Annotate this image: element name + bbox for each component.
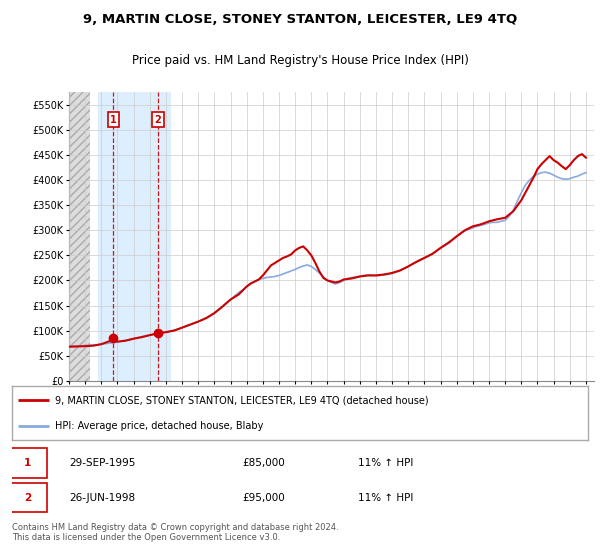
Text: 2: 2 <box>154 115 161 125</box>
Text: 1: 1 <box>110 115 117 125</box>
Text: 9, MARTIN CLOSE, STONEY STANTON, LEICESTER, LE9 4TQ (detached house): 9, MARTIN CLOSE, STONEY STANTON, LEICEST… <box>55 395 429 405</box>
FancyBboxPatch shape <box>9 483 47 512</box>
FancyBboxPatch shape <box>9 448 47 478</box>
Bar <box>69 92 90 381</box>
Text: 9, MARTIN CLOSE, STONEY STANTON, LEICESTER, LE9 4TQ: 9, MARTIN CLOSE, STONEY STANTON, LEICEST… <box>83 13 517 26</box>
Text: 1: 1 <box>24 458 31 468</box>
Text: Price paid vs. HM Land Registry's House Price Index (HPI): Price paid vs. HM Land Registry's House … <box>131 54 469 67</box>
Text: 26-JUN-1998: 26-JUN-1998 <box>70 493 136 502</box>
Text: £95,000: £95,000 <box>242 493 285 502</box>
Text: 11% ↑ HPI: 11% ↑ HPI <box>358 493 413 502</box>
Text: £85,000: £85,000 <box>242 458 285 468</box>
Text: 29-SEP-1995: 29-SEP-1995 <box>70 458 136 468</box>
Text: Contains HM Land Registry data © Crown copyright and database right 2024.
This d: Contains HM Land Registry data © Crown c… <box>12 523 338 542</box>
Text: 2: 2 <box>24 493 31 502</box>
Bar <box>98 92 171 381</box>
Text: HPI: Average price, detached house, Blaby: HPI: Average price, detached house, Blab… <box>55 421 263 431</box>
Text: 11% ↑ HPI: 11% ↑ HPI <box>358 458 413 468</box>
